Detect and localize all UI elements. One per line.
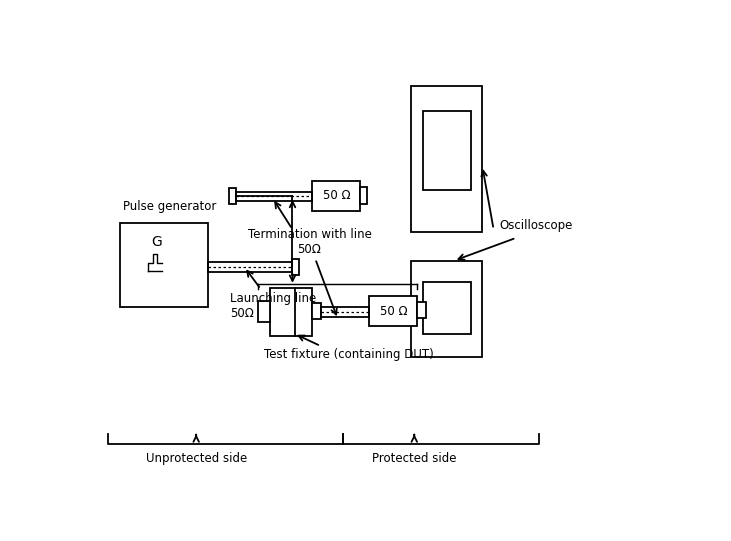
Text: Unprotected side: Unprotected side <box>145 452 247 465</box>
Bar <box>423 111 471 190</box>
Bar <box>423 281 471 334</box>
Bar <box>360 187 367 204</box>
Bar <box>312 303 322 319</box>
Text: G: G <box>151 235 162 249</box>
Text: 50 Ω: 50 Ω <box>323 189 350 202</box>
Text: Oscilloscope: Oscilloscope <box>499 219 572 232</box>
Bar <box>417 302 426 318</box>
Text: Launching line
50Ω: Launching line 50Ω <box>230 271 317 320</box>
Text: Termination with line
50Ω: Termination with line 50Ω <box>248 228 371 256</box>
Bar <box>412 86 482 232</box>
Bar <box>412 261 482 357</box>
Bar <box>312 181 360 210</box>
Bar <box>369 296 417 326</box>
Bar <box>259 301 270 322</box>
Text: Protected side: Protected side <box>372 452 457 465</box>
Text: 50 Ω: 50 Ω <box>379 305 407 318</box>
Text: Pulse generator: Pulse generator <box>123 200 216 213</box>
Bar <box>229 188 236 204</box>
Bar <box>270 288 312 335</box>
Text: Test fixture (containing DUT): Test fixture (containing DUT) <box>265 348 434 361</box>
Bar <box>120 223 208 307</box>
Bar <box>292 259 299 275</box>
